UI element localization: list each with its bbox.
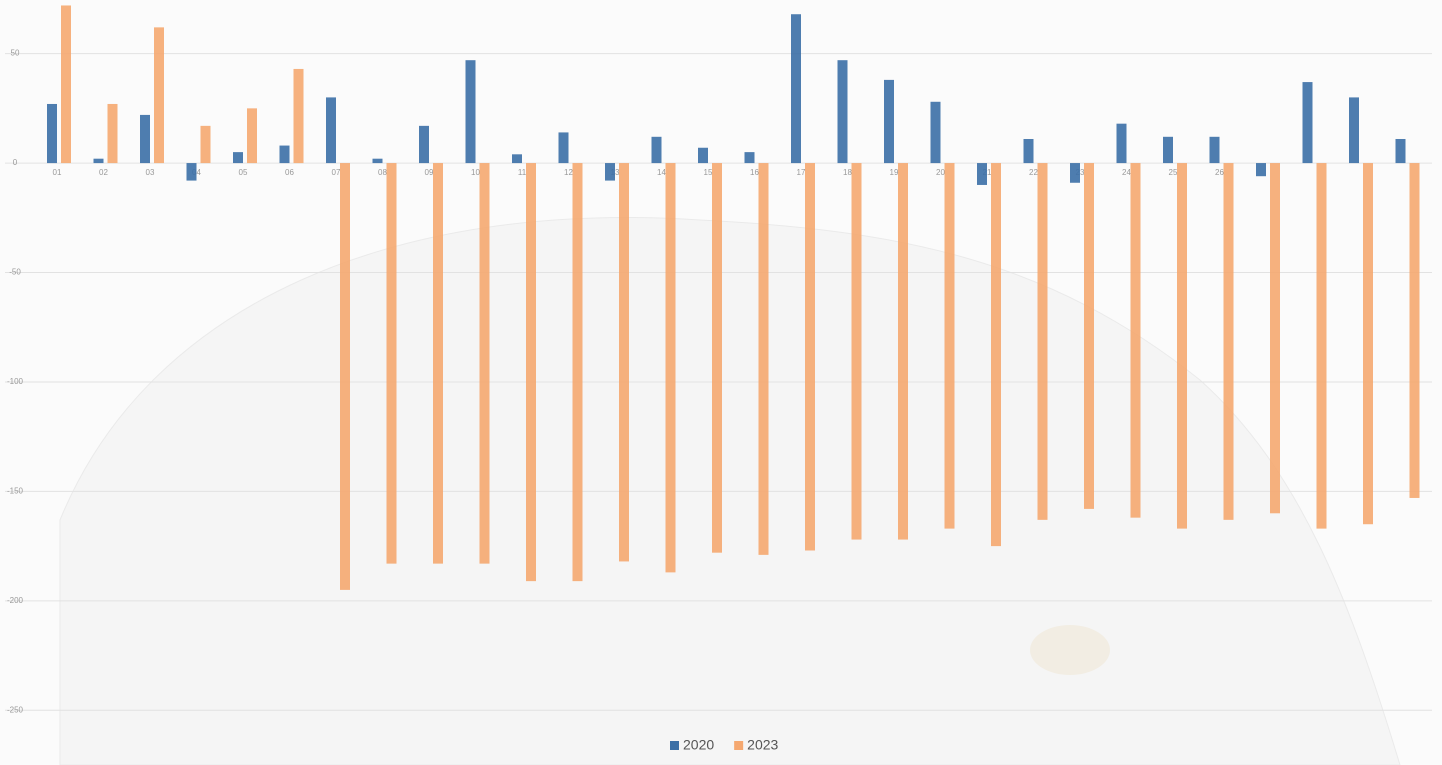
x-tick-label: 04: [192, 168, 201, 177]
bar: [1130, 163, 1141, 518]
bar: [293, 68, 304, 164]
bar: [326, 97, 336, 164]
bar: [837, 60, 848, 164]
bar: [1209, 136, 1220, 164]
bar: [791, 14, 801, 164]
legend-swatch: [734, 741, 744, 750]
bar: [107, 103, 118, 164]
bar: [805, 163, 815, 551]
y-tick-label: -50: [9, 268, 21, 277]
x-tick-label: 07: [332, 168, 341, 177]
bar: [930, 101, 941, 164]
y-tick-label: -200: [7, 596, 24, 605]
bar: [433, 163, 443, 564]
x-tick-label: 15: [704, 168, 713, 177]
bar: [479, 163, 490, 564]
x-tick-label: 02: [99, 168, 108, 177]
bar: [247, 108, 257, 164]
x-tick-label: 22: [1029, 168, 1038, 177]
bar: [512, 154, 522, 164]
bar: [1223, 163, 1234, 520]
bar: [898, 163, 908, 540]
bar: [1163, 136, 1173, 164]
x-tick-label: 01: [53, 168, 62, 177]
bar: [1409, 163, 1420, 498]
bar: [698, 147, 708, 164]
x-tick-label: 16: [750, 168, 759, 177]
bar: [340, 163, 350, 590]
x-tick-label: 14: [657, 168, 666, 177]
bar: [1349, 97, 1359, 164]
x-tick-label: 06: [285, 168, 294, 177]
bar: [279, 145, 290, 164]
bar: [605, 163, 615, 181]
legend-label: 2020: [683, 737, 714, 753]
bar: [47, 103, 57, 164]
bar: [744, 152, 755, 164]
bar: [386, 163, 397, 564]
bar: [372, 158, 383, 164]
bar: [61, 5, 71, 164]
bar: [154, 27, 164, 164]
x-tick-label: 20: [936, 168, 945, 177]
bar: [465, 60, 476, 164]
legend-label: 2023: [747, 737, 778, 753]
bar: [526, 163, 536, 582]
bar: [651, 136, 662, 164]
bar: [1256, 163, 1266, 177]
bar: [1302, 82, 1313, 164]
bar: [1116, 123, 1127, 164]
bar: [1270, 163, 1280, 514]
x-tick-label: 05: [239, 168, 248, 177]
bar: [1363, 163, 1373, 525]
bar: [140, 114, 150, 164]
x-tick-label: 26: [1215, 168, 1224, 177]
bar: [419, 125, 429, 164]
bar: [1037, 163, 1048, 520]
bar: [186, 163, 197, 181]
bar: [944, 163, 955, 529]
bar: [93, 158, 104, 164]
x-tick-label: 13: [611, 168, 620, 177]
bar: [1395, 138, 1406, 164]
legend-swatch: [670, 741, 679, 750]
bar: [977, 163, 987, 185]
y-tick-label: -150: [7, 487, 24, 496]
bar: [991, 163, 1001, 547]
bar: [665, 163, 676, 573]
bar: [712, 163, 722, 553]
bar: [1316, 163, 1327, 529]
bar: [1177, 163, 1187, 529]
x-tick-label: 08: [378, 168, 387, 177]
bar: [558, 132, 569, 164]
bar: [851, 163, 862, 540]
bar: [758, 163, 769, 555]
bar: [233, 152, 243, 164]
x-tick-label: 25: [1169, 168, 1178, 177]
bar: [619, 163, 629, 562]
x-tick-label: 12: [564, 168, 573, 177]
x-tick-label: 09: [425, 168, 434, 177]
bar: [1084, 163, 1094, 509]
bar: [572, 163, 583, 582]
bar: [200, 125, 211, 164]
x-tick-label: 03: [146, 168, 155, 177]
bar: [1070, 163, 1080, 183]
x-tick-label: 11: [518, 168, 527, 177]
y-tick-label: -250: [7, 705, 24, 714]
y-tick-label: 50: [11, 49, 20, 58]
x-tick-label: 19: [890, 168, 899, 177]
x-tick-label: 17: [797, 168, 806, 177]
y-tick-label: 0: [13, 158, 18, 167]
x-tick-label: 10: [471, 168, 480, 177]
y-tick-label: -100: [7, 377, 24, 386]
bar: [884, 79, 894, 164]
x-tick-label: 24: [1122, 168, 1131, 177]
x-tick-label: 23: [1076, 168, 1085, 177]
bar: [1023, 138, 1034, 164]
x-tick-label: 18: [843, 168, 852, 177]
x-tick-label: 21: [983, 168, 992, 177]
